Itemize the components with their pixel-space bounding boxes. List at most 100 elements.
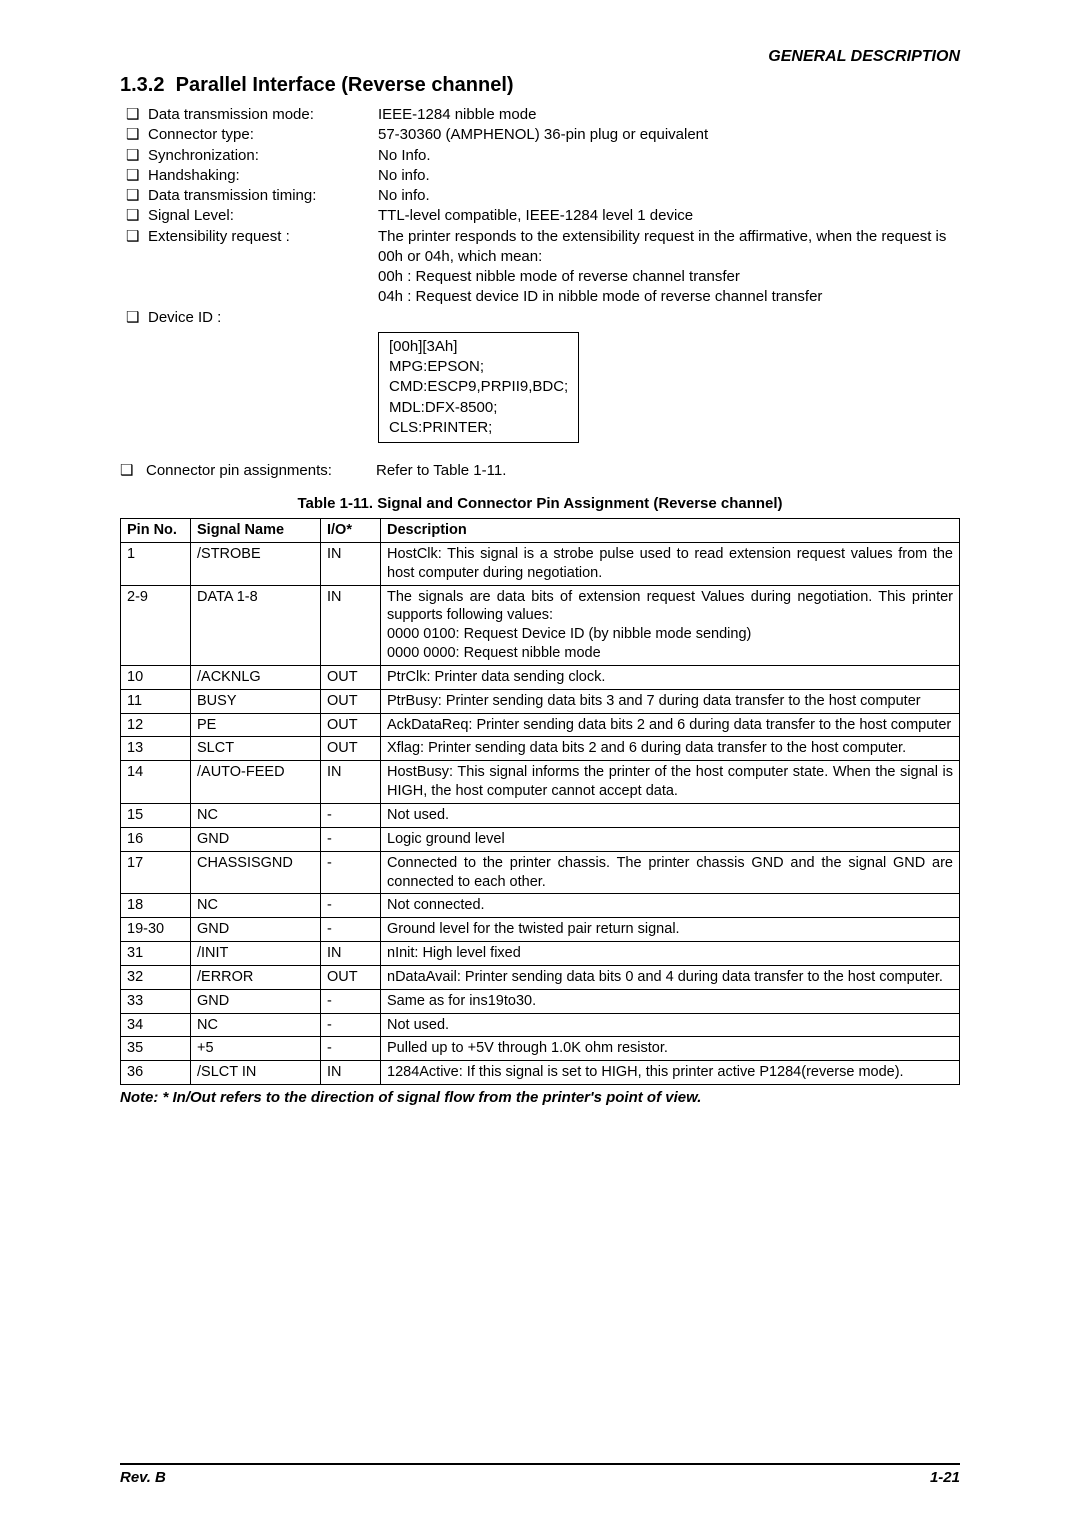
table-row: 11BUSYOUTPtrBusy: Printer sending data b… — [121, 689, 960, 713]
table-cell: /INIT — [191, 942, 321, 966]
table-row: 1/STROBEINHostClk: This signal is a stro… — [121, 542, 960, 585]
table-row: 12PEOUTAckDataReq: Printer sending data … — [121, 713, 960, 737]
table-row: 10/ACKNLGOUTPtrClk: Printer data sending… — [121, 665, 960, 689]
section-heading: Parallel Interface (Reverse channel) — [176, 74, 514, 96]
spec-label: Handshaking: — [148, 166, 378, 186]
spec-value: IEEE-1284 nibble mode — [378, 105, 960, 125]
table-cell: - — [321, 989, 381, 1013]
table-row: 17CHASSISGND-Connected to the printer ch… — [121, 851, 960, 894]
running-header: GENERAL DESCRIPTION — [120, 48, 960, 66]
table-row: 19-30GND-Ground level for the twisted pa… — [121, 918, 960, 942]
table-cell: 12 — [121, 713, 191, 737]
bullet-icon: ❑ — [126, 186, 148, 206]
table-header-cell: Description — [381, 519, 960, 543]
spec-label: Data transmission timing: — [148, 186, 378, 206]
spec-value: TTL-level compatible, IEEE-1284 level 1 … — [378, 206, 960, 226]
table-cell: IN — [321, 542, 381, 585]
table-header-cell: Signal Name — [191, 519, 321, 543]
footer-left: Rev. B — [120, 1469, 166, 1486]
table-cell: HostBusy: This signal informs the printe… — [381, 761, 960, 804]
table-cell: Logic ground level — [381, 827, 960, 851]
table-body: 1/STROBEINHostClk: This signal is a stro… — [121, 542, 960, 1084]
table-cell: nInit: High level fixed — [381, 942, 960, 966]
table-row: 31/INITINnInit: High level fixed — [121, 942, 960, 966]
table-cell: /SLCT IN — [191, 1061, 321, 1085]
bullet-icon: ❑ — [126, 227, 148, 247]
section-number: 1.3.2 — [120, 74, 164, 96]
spec-row: ❑Connector type:57-30360 (AMPHENOL) 36-p… — [126, 125, 960, 145]
spec-value: No info. — [378, 186, 960, 206]
spec-label: Data transmission mode: — [148, 105, 378, 125]
table-cell: 36 — [121, 1061, 191, 1085]
spec-label: Connector type: — [148, 125, 378, 145]
table-cell: - — [321, 1013, 381, 1037]
table-cell: GND — [191, 918, 321, 942]
table-row: 33GND-Same as for ins19to30. — [121, 989, 960, 1013]
table-cell: +5 — [191, 1037, 321, 1061]
table-cell: SLCT — [191, 737, 321, 761]
spec-row: ❑Data transmission timing:No info. — [126, 186, 960, 206]
table-cell: CHASSISGND — [191, 851, 321, 894]
table-cell: 14 — [121, 761, 191, 804]
table-cell: Ground level for the twisted pair return… — [381, 918, 960, 942]
table-cell: 1284Active: If this signal is set to HIG… — [381, 1061, 960, 1085]
spec-row: ❑Handshaking:No info. — [126, 166, 960, 186]
bullet-icon: ❑ — [120, 461, 146, 479]
spec-label: Extensibility request : — [148, 227, 378, 247]
spec-value: No Info. — [378, 146, 960, 166]
table-cell: HostClk: This signal is a strobe pulse u… — [381, 542, 960, 585]
page-footer: Rev. B 1-21 — [120, 1463, 960, 1486]
bullet-icon: ❑ — [126, 308, 148, 328]
table-row: 16GND-Logic ground level — [121, 827, 960, 851]
table-cell: 11 — [121, 689, 191, 713]
table-cell: NC — [191, 803, 321, 827]
spec-label: Signal Level: — [148, 206, 378, 226]
table-cell: OUT — [321, 965, 381, 989]
table-cell: Not connected. — [381, 894, 960, 918]
spec-row: ❑Signal Level:TTL-level compatible, IEEE… — [126, 206, 960, 226]
table-row: 13SLCTOUTXflag: Printer sending data bit… — [121, 737, 960, 761]
table-row: 2-9DATA 1-8INThe signals are data bits o… — [121, 585, 960, 665]
table-cell: /STROBE — [191, 542, 321, 585]
bullet-icon: ❑ — [126, 105, 148, 125]
table-cell: AckDataReq: Printer sending data bits 2 … — [381, 713, 960, 737]
spec-value: 57-30360 (AMPHENOL) 36-pin plug or equiv… — [378, 125, 960, 145]
table-caption: Table 1-11. Signal and Connector Pin Ass… — [120, 495, 960, 512]
spec-row: ❑Data transmission mode:IEEE-1284 nibble… — [126, 105, 960, 125]
pin-table: Pin No.Signal NameI/O*Description 1/STRO… — [120, 518, 960, 1085]
table-cell: /ACKNLG — [191, 665, 321, 689]
footer-right: 1-21 — [930, 1469, 960, 1486]
table-cell: OUT — [321, 665, 381, 689]
table-head: Pin No.Signal NameI/O*Description — [121, 519, 960, 543]
bullet-icon: ❑ — [126, 125, 148, 145]
table-cell: 34 — [121, 1013, 191, 1037]
table-cell: nDataAvail: Printer sending data bits 0 … — [381, 965, 960, 989]
table-cell: Not used. — [381, 1013, 960, 1037]
bullet-icon: ❑ — [126, 206, 148, 226]
table-cell: /ERROR — [191, 965, 321, 989]
device-id-line: CLS:PRINTER; — [389, 418, 568, 438]
conn-assign-label: Connector pin assignments: — [146, 462, 376, 479]
table-cell: NC — [191, 1013, 321, 1037]
table-header-row: Pin No.Signal NameI/O*Description — [121, 519, 960, 543]
table-cell: - — [321, 918, 381, 942]
device-id-line: MPG:EPSON; — [389, 357, 568, 377]
table-cell: DATA 1-8 — [191, 585, 321, 665]
table-cell: 13 — [121, 737, 191, 761]
table-cell: IN — [321, 585, 381, 665]
device-id-box: [00h][3Ah]MPG:EPSON;CMD:ESCP9,PRPII9,BDC… — [378, 332, 579, 443]
table-cell: 33 — [121, 989, 191, 1013]
table-cell: 1 — [121, 542, 191, 585]
table-row: 18NC-Not connected. — [121, 894, 960, 918]
table-row: 15NC-Not used. — [121, 803, 960, 827]
bullet-icon: ❑ — [126, 166, 148, 186]
table-cell: - — [321, 851, 381, 894]
table-cell: 15 — [121, 803, 191, 827]
table-cell: 18 — [121, 894, 191, 918]
table-row: 36/SLCT ININ1284Active: If this signal i… — [121, 1061, 960, 1085]
table-cell: GND — [191, 827, 321, 851]
table-cell: - — [321, 827, 381, 851]
table-row: 34NC-Not used. — [121, 1013, 960, 1037]
table-cell: - — [321, 803, 381, 827]
table-cell: Not used. — [381, 803, 960, 827]
